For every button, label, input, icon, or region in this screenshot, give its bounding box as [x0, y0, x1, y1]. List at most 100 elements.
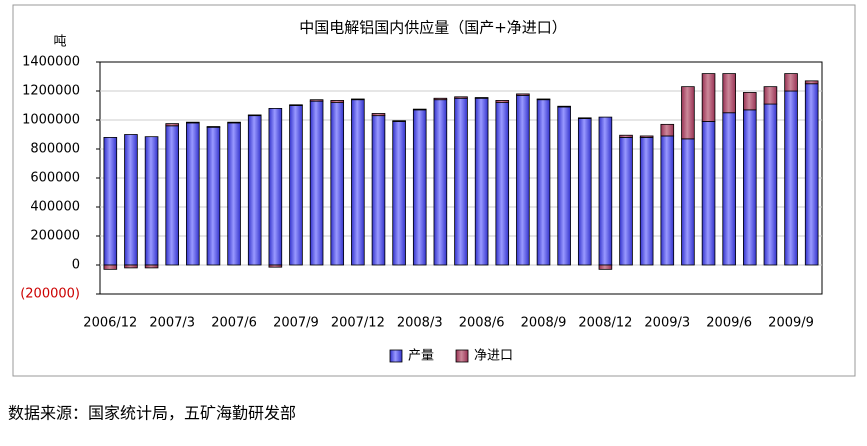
- bar: [536, 99, 551, 266]
- y-tick-label: 1000000: [22, 113, 80, 128]
- y-tick-label: 400000: [30, 200, 80, 215]
- bar: [412, 108, 427, 111]
- bar: [474, 97, 489, 266]
- bar: [165, 123, 179, 127]
- bar: [557, 106, 571, 266]
- source-note: 数据来源：国家统计局，五矿海勤研发部: [8, 404, 296, 423]
- y-tick-label: 1400000: [22, 55, 80, 70]
- bar: [639, 135, 654, 138]
- bar: [598, 264, 613, 270]
- bar: [433, 99, 448, 266]
- x-tick-label: 2008/3: [397, 316, 443, 331]
- bar: [681, 86, 695, 140]
- bar: [598, 116, 613, 266]
- bar: [392, 121, 406, 266]
- bar: [433, 97, 448, 101]
- bar: [351, 99, 365, 266]
- x-tick-label: 2009/6: [706, 316, 752, 331]
- y-tick-label: 1200000: [22, 84, 80, 99]
- bar: [412, 109, 427, 266]
- bar: [289, 104, 303, 106]
- bar: [577, 117, 592, 119]
- bar: [103, 264, 118, 270]
- bar: [722, 73, 736, 114]
- x-tick-label: 2008/6: [459, 316, 505, 331]
- bar: [247, 114, 262, 117]
- bar: [309, 100, 324, 266]
- bar: [784, 90, 798, 266]
- bar: [804, 83, 819, 266]
- bar: [722, 112, 736, 266]
- x-tick-label: 2009/3: [644, 316, 690, 331]
- y-tick-label: (200000): [20, 287, 80, 302]
- bar: [351, 98, 365, 101]
- bar: [371, 115, 386, 266]
- legend-swatch: [455, 349, 469, 363]
- bar: [743, 92, 757, 111]
- chart-title: 中国电解铝国内供应量（国产+净进口）: [299, 19, 567, 37]
- bar: [186, 122, 200, 266]
- bar: [371, 113, 386, 117]
- bar: [144, 136, 159, 266]
- bar: [206, 126, 221, 266]
- legend-label: 产量: [408, 349, 434, 364]
- bar: [186, 121, 200, 124]
- bar: [206, 126, 221, 128]
- bar: [577, 118, 592, 266]
- bar: [701, 73, 716, 122]
- x-tick-label: 2008/9: [521, 316, 567, 331]
- bar: [309, 99, 324, 102]
- bar: [124, 264, 138, 269]
- bar: [743, 109, 757, 266]
- y-tick-label: 600000: [30, 171, 80, 186]
- x-tick-label: 2007/12: [331, 316, 385, 331]
- bar: [763, 103, 778, 266]
- y-axis-label: 吨: [53, 35, 66, 50]
- bar: [227, 121, 241, 124]
- bar: [495, 100, 510, 104]
- bar: [330, 102, 345, 266]
- bar: [103, 136, 118, 266]
- bar: [660, 123, 675, 137]
- bar: [804, 80, 819, 85]
- bar: [660, 135, 675, 266]
- bar: [495, 102, 510, 266]
- bar: [619, 134, 633, 138]
- bar: [516, 94, 530, 266]
- bar: [330, 100, 345, 104]
- bar: [247, 115, 262, 266]
- bar: [763, 86, 778, 105]
- x-tick-label: 2008/12: [578, 316, 632, 331]
- bar: [454, 96, 468, 99]
- bar: [144, 264, 159, 269]
- bar: [454, 97, 468, 266]
- bar: [784, 73, 798, 92]
- bar: [557, 105, 571, 108]
- legend-label: 净进口: [474, 349, 513, 364]
- bar: [619, 136, 633, 266]
- y-tick-label: 800000: [30, 142, 80, 157]
- bar: [701, 121, 716, 266]
- bar: [268, 264, 283, 268]
- bar: [227, 122, 241, 266]
- x-tick-label: 2007/3: [149, 316, 195, 331]
- bar: [639, 136, 654, 266]
- bar: [536, 98, 551, 101]
- bar: [474, 97, 489, 99]
- legend-swatch: [389, 349, 403, 363]
- x-tick-label: 2009/9: [768, 316, 814, 331]
- bar: [124, 134, 138, 266]
- y-tick-label: 200000: [30, 229, 80, 244]
- bar: [268, 108, 283, 266]
- bar: [392, 120, 406, 122]
- x-tick-label: 2006/12: [83, 316, 137, 331]
- bar: [516, 93, 530, 96]
- x-tick-label: 2007/9: [273, 316, 319, 331]
- bar: [289, 105, 303, 266]
- y-tick-label: 0: [72, 258, 80, 273]
- bar: [681, 138, 695, 266]
- bar: [165, 125, 179, 266]
- x-tick-label: 2007/6: [211, 316, 257, 331]
